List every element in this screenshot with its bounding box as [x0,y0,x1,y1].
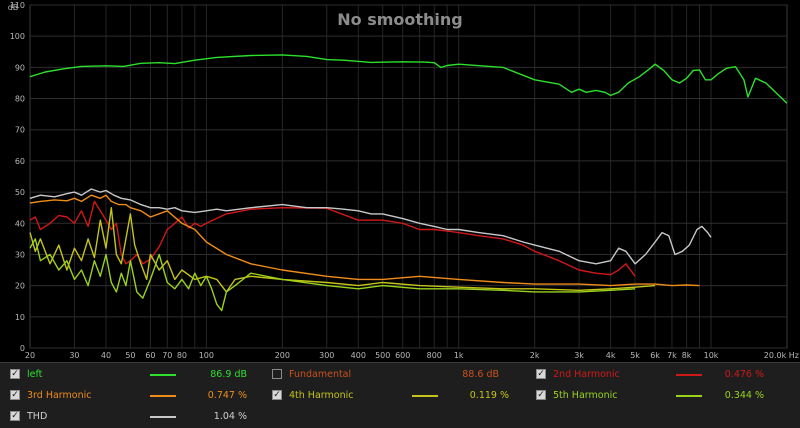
legend-label: 4th Harmonic [289,390,354,401]
legend-label: 3rd Harmonic [27,390,92,401]
y-tick-label: 20 [15,282,25,291]
y-tick-label: 90 [15,63,25,72]
y-tick-label: 30 [15,250,25,259]
legend-value: 88.6 dB [462,369,499,380]
x-tick-label: 20.0k Hz [764,351,799,360]
legend-swatch [676,395,702,397]
y-tick-label: 50 [15,188,25,197]
x-tick-label: 300 [319,351,334,360]
legend-panel: ✓ left 86.9 dB Fundamental 88.6 dB ✓ 2nd… [0,362,800,428]
series-line-left [29,54,788,104]
x-tick-label: 3k [574,351,584,360]
legend-swatch [150,374,176,376]
legend-value: 0.747 % [207,390,247,401]
legend-label: 5th Harmonic [553,390,618,401]
x-tick-label: 80 [177,351,187,360]
x-tick-label: 500 [375,351,390,360]
legend-value: 0.119 % [469,390,509,401]
fundamental-checkbox[interactable] [272,369,282,379]
x-tick-label: 600 [395,351,410,360]
x-tick-label: 60 [145,351,155,360]
x-tick-label: 10k [704,351,719,360]
5th-harmonic-checkbox[interactable]: ✓ [536,390,546,400]
chart-title: No smoothing [337,10,463,29]
x-tick-label: 800 [427,351,442,360]
series-line-5th-harmonic [29,238,636,312]
frequency-response-chart: 0 10 20 30 40 50 60 70 80 90 100 110 20 30 40 50 60 70 80 1… [8,1,799,360]
thd-checkbox[interactable]: ✓ [10,411,20,421]
series-line-4th-harmonic [29,207,656,293]
x-tick-label: 30 [69,351,79,360]
y-tick-label: 110 [10,1,25,10]
legend-swatch [150,395,176,397]
x-tick-label: 400 [351,351,366,360]
x-tick-label: 7k [667,351,677,360]
legend-swatch [676,374,702,376]
legend-swatch [150,416,176,418]
x-tick-label: 50 [125,351,135,360]
legend-value: 86.9 dB [210,369,247,380]
2nd-harmonic-checkbox[interactable]: ✓ [536,369,546,379]
series-line-3rd-harmonic [29,194,700,287]
legend-label: THD [27,411,48,422]
y-tick-label: 10 [15,313,25,322]
4th-harmonic-checkbox[interactable]: ✓ [272,390,282,400]
x-tick-label: 1k [454,351,464,360]
y-tick-label: 100 [10,32,25,41]
x-tick-label: 2k [530,351,540,360]
y-tick-label: 60 [15,157,25,166]
plot-area: 0 10 20 30 40 50 60 70 80 90 100 110 20 30 40 50 60 70 80 1… [0,0,800,362]
x-tick-label: 6k [650,351,660,360]
legend-value: 0.344 % [724,390,764,401]
x-tick-label: 200 [275,351,290,360]
y-tick-label: 40 [15,219,25,228]
legend-label: left [27,369,43,380]
legend-label: Fundamental [289,369,352,380]
y-tick-label: 70 [15,126,25,135]
x-tick-label: 40 [101,351,111,360]
legend-value: 1.04 % [213,411,247,422]
y-tick-label: 0 [20,344,25,353]
legend-value: 0.476 % [724,369,764,380]
x-tick-label: 4k [606,351,616,360]
legend-swatch [412,395,438,397]
x-tick-label: 70 [162,351,172,360]
y-axis-unit-label: dB [8,3,19,12]
x-tick-label: 8k [682,351,692,360]
series-line-2nd-harmonic [29,200,636,277]
x-tick-label: 100 [199,351,214,360]
left-checkbox[interactable]: ✓ [10,369,20,379]
legend-label: 2nd Harmonic [553,369,620,380]
series-line-thd [29,188,712,265]
x-tick-label: 20 [25,351,35,360]
y-tick-label: 80 [15,95,25,104]
x-tick-label: 5k [630,351,640,360]
3rd-harmonic-checkbox[interactable]: ✓ [10,390,20,400]
